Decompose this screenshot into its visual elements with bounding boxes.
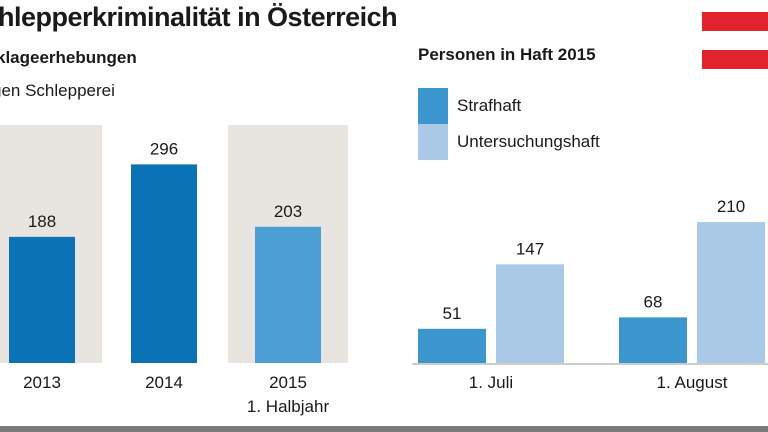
chart-title: hlepperkriminalität in Österreich xyxy=(0,2,398,32)
bar-untersuchungshaft-1 xyxy=(496,264,564,363)
bar-value-label: 51 xyxy=(443,304,462,323)
bar-strafhaft-1 xyxy=(418,328,486,363)
x-tick-label: 2014 xyxy=(145,373,183,392)
bar-2015-1-halbjahr xyxy=(255,226,321,363)
bar-value-label: 296 xyxy=(150,139,178,158)
bar-value-label: 210 xyxy=(717,197,745,216)
right-chart-title: Personen in Haft 2015 xyxy=(418,45,596,64)
bar-2013 xyxy=(9,236,75,363)
austria-flag-icon xyxy=(702,12,768,69)
bar-value-label: 68 xyxy=(644,292,663,311)
left-chart-subtitle-2: gen Schlepperei xyxy=(0,81,115,100)
bar-value-label: 188 xyxy=(28,212,56,231)
x-tick-label: 1. Juli xyxy=(469,373,513,392)
legend-swatch-untersuchungshaft xyxy=(418,124,448,160)
bar-value-label: 203 xyxy=(274,202,302,221)
x-tick-label: 1. Halbjahr xyxy=(247,397,330,416)
legend-label-strafhaft: Strafhaft xyxy=(457,96,522,115)
legend-swatch-strafhaft xyxy=(418,88,448,124)
x-tick-label: 2013 xyxy=(23,373,61,392)
bar-untersuchungshaft-2 xyxy=(697,222,765,363)
legend-label-untersuchungshaft: Untersuchungshaft xyxy=(457,132,600,151)
bar-2014 xyxy=(131,164,197,363)
x-tick-label: 1. August xyxy=(657,373,728,392)
x-tick-label: 2015 xyxy=(269,373,307,392)
bar-value-label: 147 xyxy=(516,239,544,258)
left-chart-subtitle: klageerhebungen xyxy=(0,48,137,67)
bar-strafhaft-2 xyxy=(619,317,687,363)
bottom-divider xyxy=(0,426,768,432)
